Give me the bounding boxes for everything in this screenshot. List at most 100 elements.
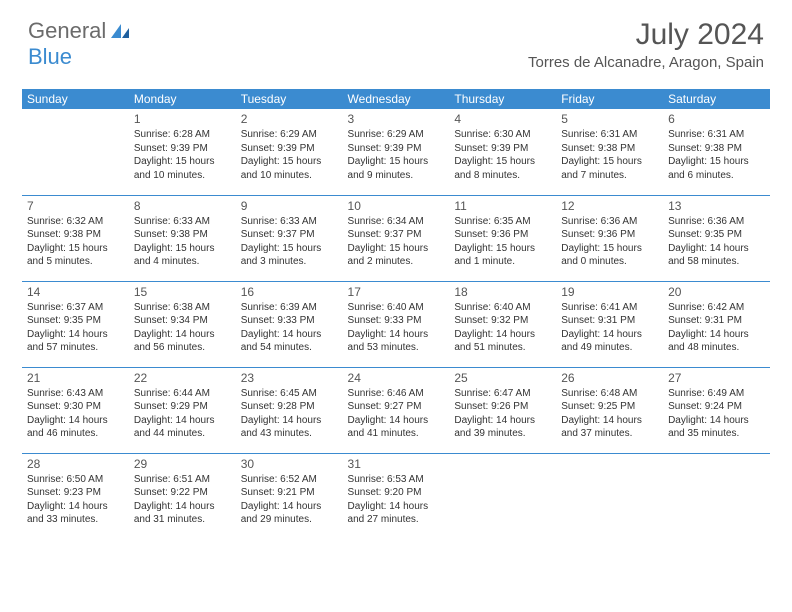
day-daylight1: Daylight: 15 hours bbox=[241, 155, 338, 169]
calendar-day-cell: 22Sunrise: 6:44 AMSunset: 9:29 PMDayligh… bbox=[129, 367, 236, 453]
day-sunset: Sunset: 9:34 PM bbox=[134, 314, 231, 328]
brand-sail-icon bbox=[109, 22, 131, 40]
day-sunset: Sunset: 9:38 PM bbox=[27, 228, 124, 242]
calendar-head: SundayMondayTuesdayWednesdayThursdayFrid… bbox=[22, 89, 770, 109]
day-daylight2: and 44 minutes. bbox=[134, 427, 231, 441]
brand-blue-row: Blue bbox=[28, 44, 72, 70]
day-sunset: Sunset: 9:39 PM bbox=[134, 142, 231, 156]
day-sunrise: Sunrise: 6:31 AM bbox=[561, 128, 658, 142]
day-number: 1 bbox=[134, 111, 231, 127]
day-number: 21 bbox=[27, 370, 124, 386]
calendar-day-cell: 13Sunrise: 6:36 AMSunset: 9:35 PMDayligh… bbox=[663, 195, 770, 281]
day-sunset: Sunset: 9:36 PM bbox=[454, 228, 551, 242]
calendar-empty-cell bbox=[449, 453, 556, 539]
weekday-header: Thursday bbox=[449, 89, 556, 109]
day-daylight2: and 7 minutes. bbox=[561, 169, 658, 183]
day-sunrise: Sunrise: 6:34 AM bbox=[348, 215, 445, 229]
day-daylight1: Daylight: 14 hours bbox=[561, 328, 658, 342]
calendar-day-cell: 21Sunrise: 6:43 AMSunset: 9:30 PMDayligh… bbox=[22, 367, 129, 453]
calendar-day-cell: 27Sunrise: 6:49 AMSunset: 9:24 PMDayligh… bbox=[663, 367, 770, 453]
day-daylight1: Daylight: 14 hours bbox=[134, 414, 231, 428]
day-sunrise: Sunrise: 6:28 AM bbox=[134, 128, 231, 142]
day-daylight1: Daylight: 14 hours bbox=[134, 500, 231, 514]
day-sunrise: Sunrise: 6:46 AM bbox=[348, 387, 445, 401]
day-daylight2: and 2 minutes. bbox=[348, 255, 445, 269]
calendar-day-cell: 10Sunrise: 6:34 AMSunset: 9:37 PMDayligh… bbox=[343, 195, 450, 281]
day-number: 29 bbox=[134, 456, 231, 472]
day-sunset: Sunset: 9:31 PM bbox=[561, 314, 658, 328]
day-daylight1: Daylight: 14 hours bbox=[134, 328, 231, 342]
brand-general: General bbox=[28, 18, 106, 44]
calendar-day-cell: 2Sunrise: 6:29 AMSunset: 9:39 PMDaylight… bbox=[236, 109, 343, 195]
day-sunset: Sunset: 9:20 PM bbox=[348, 486, 445, 500]
day-number: 19 bbox=[561, 284, 658, 300]
day-sunrise: Sunrise: 6:42 AM bbox=[668, 301, 765, 315]
day-daylight1: Daylight: 14 hours bbox=[27, 500, 124, 514]
day-daylight2: and 43 minutes. bbox=[241, 427, 338, 441]
calendar-day-cell: 31Sunrise: 6:53 AMSunset: 9:20 PMDayligh… bbox=[343, 453, 450, 539]
day-daylight1: Daylight: 14 hours bbox=[348, 500, 445, 514]
calendar-day-cell: 6Sunrise: 6:31 AMSunset: 9:38 PMDaylight… bbox=[663, 109, 770, 195]
day-daylight2: and 56 minutes. bbox=[134, 341, 231, 355]
day-daylight2: and 6 minutes. bbox=[668, 169, 765, 183]
day-daylight1: Daylight: 15 hours bbox=[241, 242, 338, 256]
day-number: 25 bbox=[454, 370, 551, 386]
day-daylight2: and 8 minutes. bbox=[454, 169, 551, 183]
day-sunrise: Sunrise: 6:38 AM bbox=[134, 301, 231, 315]
day-sunset: Sunset: 9:38 PM bbox=[668, 142, 765, 156]
day-daylight1: Daylight: 14 hours bbox=[454, 414, 551, 428]
day-number: 23 bbox=[241, 370, 338, 386]
day-sunset: Sunset: 9:23 PM bbox=[27, 486, 124, 500]
brand-blue: Blue bbox=[28, 44, 72, 69]
day-sunset: Sunset: 9:38 PM bbox=[134, 228, 231, 242]
day-sunrise: Sunrise: 6:31 AM bbox=[668, 128, 765, 142]
day-number: 31 bbox=[348, 456, 445, 472]
title-block: July 2024 Torres de Alcanadre, Aragon, S… bbox=[528, 18, 764, 71]
day-number: 6 bbox=[668, 111, 765, 127]
day-number: 18 bbox=[454, 284, 551, 300]
day-sunset: Sunset: 9:33 PM bbox=[241, 314, 338, 328]
month-title: July 2024 bbox=[528, 18, 764, 52]
calendar-day-cell: 19Sunrise: 6:41 AMSunset: 9:31 PMDayligh… bbox=[556, 281, 663, 367]
calendar-day-cell: 30Sunrise: 6:52 AMSunset: 9:21 PMDayligh… bbox=[236, 453, 343, 539]
day-daylight2: and 54 minutes. bbox=[241, 341, 338, 355]
day-sunset: Sunset: 9:24 PM bbox=[668, 400, 765, 414]
calendar-day-cell: 23Sunrise: 6:45 AMSunset: 9:28 PMDayligh… bbox=[236, 367, 343, 453]
day-daylight1: Daylight: 15 hours bbox=[454, 155, 551, 169]
day-sunrise: Sunrise: 6:48 AM bbox=[561, 387, 658, 401]
calendar-body: 1Sunrise: 6:28 AMSunset: 9:39 PMDaylight… bbox=[22, 109, 770, 539]
day-daylight1: Daylight: 15 hours bbox=[454, 242, 551, 256]
day-number: 26 bbox=[561, 370, 658, 386]
weekday-header-row: SundayMondayTuesdayWednesdayThursdayFrid… bbox=[22, 89, 770, 109]
calendar-table: SundayMondayTuesdayWednesdayThursdayFrid… bbox=[22, 89, 770, 539]
day-daylight2: and 35 minutes. bbox=[668, 427, 765, 441]
day-number: 3 bbox=[348, 111, 445, 127]
day-daylight2: and 41 minutes. bbox=[348, 427, 445, 441]
day-number: 12 bbox=[561, 198, 658, 214]
day-daylight1: Daylight: 15 hours bbox=[134, 155, 231, 169]
day-number: 16 bbox=[241, 284, 338, 300]
day-sunrise: Sunrise: 6:51 AM bbox=[134, 473, 231, 487]
day-number: 14 bbox=[27, 284, 124, 300]
calendar-container: SundayMondayTuesdayWednesdayThursdayFrid… bbox=[0, 89, 792, 539]
day-number: 15 bbox=[134, 284, 231, 300]
day-daylight1: Daylight: 15 hours bbox=[134, 242, 231, 256]
day-daylight1: Daylight: 15 hours bbox=[348, 242, 445, 256]
day-daylight1: Daylight: 14 hours bbox=[348, 328, 445, 342]
day-daylight1: Daylight: 15 hours bbox=[561, 155, 658, 169]
day-daylight2: and 4 minutes. bbox=[134, 255, 231, 269]
weekday-header: Tuesday bbox=[236, 89, 343, 109]
day-sunrise: Sunrise: 6:47 AM bbox=[454, 387, 551, 401]
day-daylight2: and 0 minutes. bbox=[561, 255, 658, 269]
calendar-day-cell: 14Sunrise: 6:37 AMSunset: 9:35 PMDayligh… bbox=[22, 281, 129, 367]
weekday-header: Monday bbox=[129, 89, 236, 109]
day-sunset: Sunset: 9:37 PM bbox=[241, 228, 338, 242]
day-sunset: Sunset: 9:29 PM bbox=[134, 400, 231, 414]
day-daylight2: and 1 minute. bbox=[454, 255, 551, 269]
calendar-week-row: 1Sunrise: 6:28 AMSunset: 9:39 PMDaylight… bbox=[22, 109, 770, 195]
day-sunrise: Sunrise: 6:44 AM bbox=[134, 387, 231, 401]
day-daylight1: Daylight: 15 hours bbox=[561, 242, 658, 256]
day-sunset: Sunset: 9:39 PM bbox=[348, 142, 445, 156]
calendar-empty-cell bbox=[663, 453, 770, 539]
calendar-day-cell: 29Sunrise: 6:51 AMSunset: 9:22 PMDayligh… bbox=[129, 453, 236, 539]
